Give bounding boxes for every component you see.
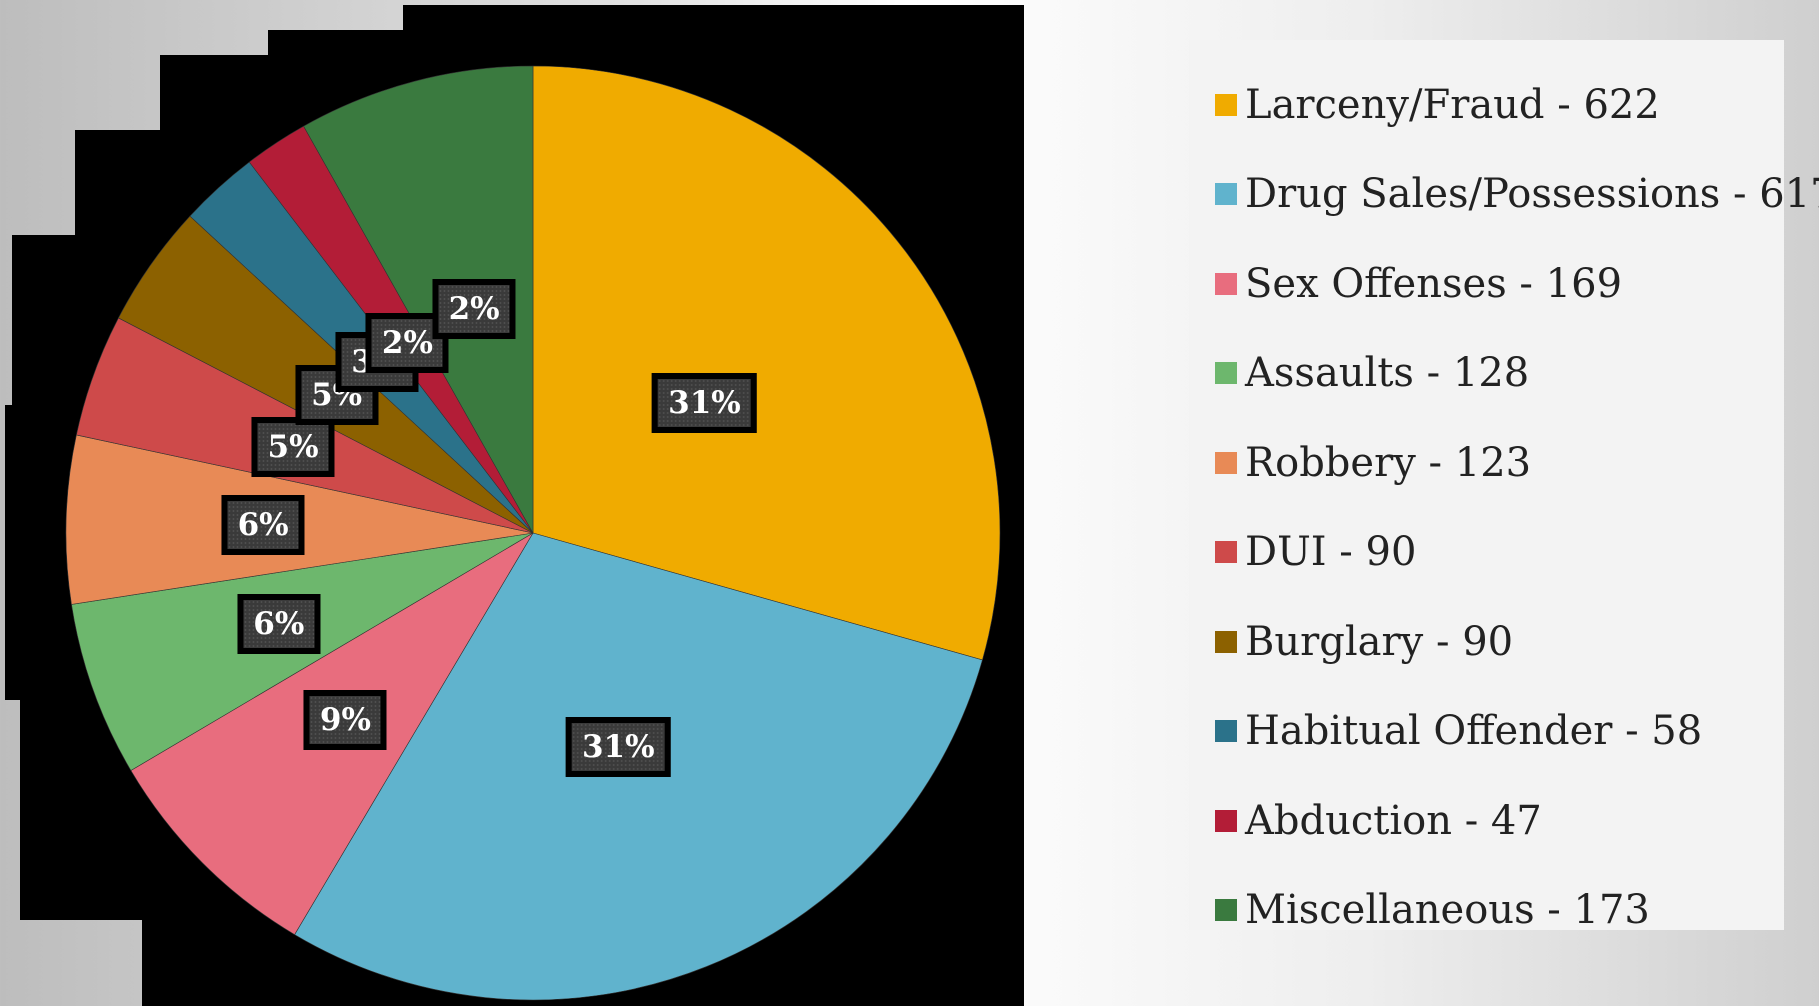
legend-label: Robbery - 123 [1245,439,1532,486]
legend-item-1: Larceny/Fraud - 622 [1189,60,1784,150]
legend-swatch [1215,272,1237,295]
legend-item-10: Miscellaneous - 173 [1189,866,1784,956]
chart-legend: Larceny/Fraud - 622 Drug Sales/Possession… [1189,40,1819,933]
legend-label: DUI - 90 [1245,529,1417,576]
legend-label: Drug Sales/Possessions - 617 [1245,171,1819,218]
pie-slice-1 [532,65,1001,661]
legend-label: Burglary - 90 [1245,618,1514,665]
legend-item-2: Drug Sales/Possessions - 617 [1189,150,1819,240]
legend-label: Sex Offenses - 169 [1245,260,1623,307]
legend-item-6: DUI - 90 [1189,508,1784,598]
legend-item-9: Abduction - 47 [1189,776,1784,866]
legend-swatch [1215,720,1237,743]
legend-swatch [1215,899,1237,922]
legend-swatch [1215,362,1237,385]
legend-swatch [1215,630,1237,653]
pie-slice-10 [303,65,534,535]
legend-item-7: Burglary - 90 [1189,597,1784,687]
data-label-1: 31% [652,373,757,434]
pie-chart-svg [5,5,1024,1006]
legend-label: Abduction - 47 [1245,797,1542,844]
legend-item-4: Assaults - 128 [1189,329,1784,419]
legend-swatch [1215,541,1237,564]
legend-swatch [1215,451,1237,474]
pie-chart: 31%31%9%6%6%5%5%3%2%2% [5,5,1024,1006]
legend-item-3: Sex Offenses - 169 [1189,239,1784,329]
legend-item-8: Habitual Offender - 58 [1189,687,1784,777]
data-label-10: 2% [432,278,516,339]
pie-slices [65,65,1001,1001]
legend-label: Habitual Offender - 58 [1245,708,1703,755]
data-label-5: 6% [221,495,305,556]
data-label-2: 31% [565,716,671,777]
legend-label: Assaults - 128 [1245,350,1530,397]
legend-swatch [1215,809,1237,832]
data-label-4: 6% [237,593,321,654]
legend-label: Larceny/Fraud - 622 [1245,81,1660,128]
legend-item-5: Robbery - 123 [1189,418,1784,508]
legend-swatch [1215,93,1237,116]
legend-label: Miscellaneous - 173 [1245,887,1650,934]
data-label-3: 9% [303,690,387,751]
data-label-6: 5% [251,416,335,477]
legend-swatch [1215,183,1237,206]
